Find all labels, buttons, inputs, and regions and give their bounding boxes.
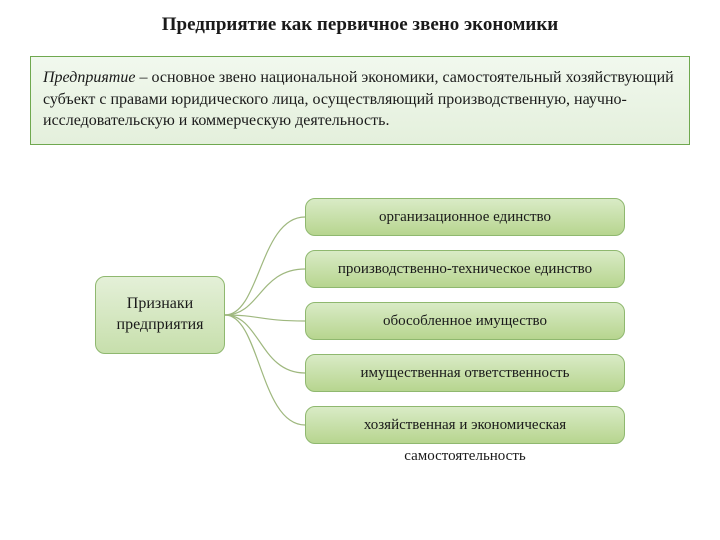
root-label: Признаки предприятия (102, 294, 218, 336)
definition-term: Предприятие (43, 69, 135, 86)
leaf-label: имущественная ответственность (361, 365, 570, 382)
root-node: Признаки предприятия (95, 276, 225, 354)
leaf-node: организационное единство (305, 198, 625, 236)
leaf-node: производственно-техническое единство (305, 250, 625, 288)
leaf-label: обособленное имущество (383, 313, 547, 330)
leaf-label: производственно-техническое единство (338, 261, 592, 278)
definition-box: Предприятие – основное звено национально… (30, 56, 690, 145)
leaf-node: хозяйственная и экономическая (305, 406, 625, 444)
definition-body: – основное звено национальной экономики,… (43, 69, 674, 129)
page-title: Предприятие как первичное звено экономик… (0, 14, 720, 36)
leaf-node: имущественная ответственность (305, 354, 625, 392)
leaf-label: организационное единство (379, 209, 551, 226)
leaf-node: обособленное имущество (305, 302, 625, 340)
leaf-label: хозяйственная и экономическая (364, 417, 566, 434)
leaf-overflow-text: самостоятельность (305, 448, 625, 465)
tree-diagram: Признаки предприятия организационное еди… (0, 190, 720, 540)
